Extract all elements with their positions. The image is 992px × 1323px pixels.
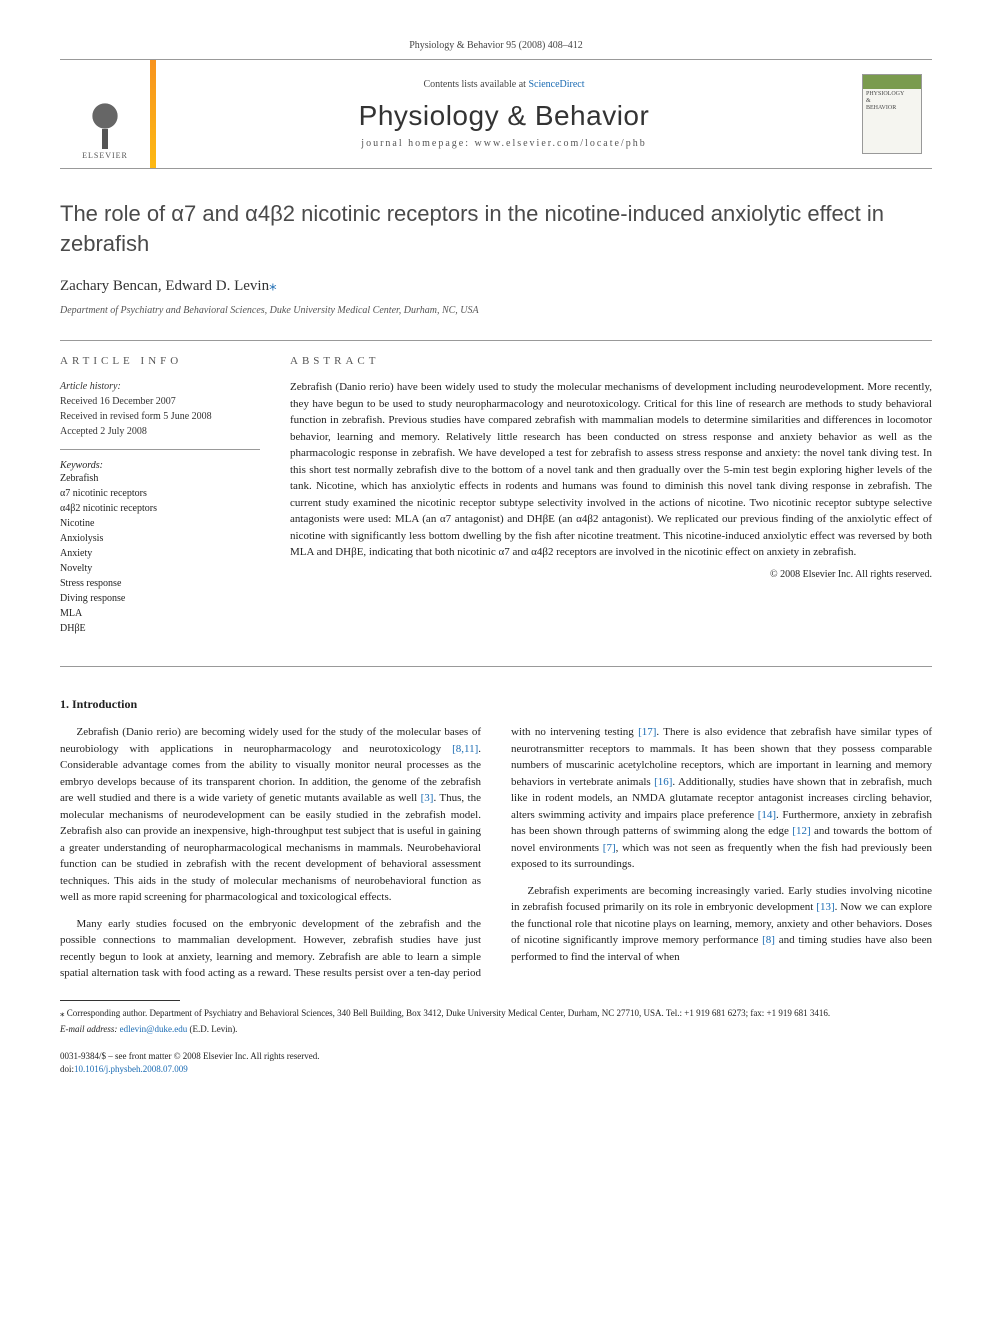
history-label: Article history:: [60, 381, 121, 392]
elsevier-tree-icon: [80, 94, 130, 149]
cover-line2: &: [866, 98, 871, 104]
contents-line: Contents lists available at ScienceDirec…: [176, 79, 832, 90]
article-title: The role of α7 and α4β2 nicotinic recept…: [60, 199, 932, 258]
doi-link[interactable]: 10.1016/j.physbeh.2008.07.009: [74, 1064, 188, 1074]
keyword: Anxiety: [60, 548, 92, 559]
article-info-column: ARTICLE INFO Article history: Received 1…: [60, 355, 260, 636]
citation-link[interactable]: [8]: [762, 934, 775, 946]
email-footnote: E-mail address: edlevin@duke.edu (E.D. L…: [60, 1023, 932, 1036]
received-date: Received 16 December 2007: [60, 396, 176, 407]
citation-link[interactable]: [3]: [421, 792, 434, 804]
email-link[interactable]: edlevin@duke.edu: [120, 1024, 188, 1034]
introduction-heading: 1. Introduction: [60, 697, 932, 712]
section-divider: [60, 340, 932, 341]
text: . Thus, the molecular mechanisms of neur…: [60, 792, 481, 903]
keyword: α7 nicotinic receptors: [60, 488, 147, 499]
keyword: α4β2 nicotinic receptors: [60, 503, 157, 514]
abstract-column: ABSTRACT Zebrafish (Danio rerio) have be…: [290, 355, 932, 636]
revised-date: Received in revised form 5 June 2008: [60, 411, 212, 422]
contents-prefix: Contents lists available at: [423, 79, 528, 90]
keyword: Stress response: [60, 578, 121, 589]
keywords-block: Keywords: Zebrafish α7 nicotinic recepto…: [60, 460, 260, 636]
citation-link[interactable]: [8,11]: [452, 743, 478, 755]
corresponding-author-mark[interactable]: ⁎: [269, 278, 277, 294]
keywords-label: Keywords:: [60, 460, 260, 471]
cover-title-text: PHYSIOLOGY & BEHAVIOR: [866, 91, 904, 112]
accepted-date: Accepted 2 July 2008: [60, 426, 147, 437]
citation-link[interactable]: [13]: [816, 901, 834, 913]
doi-line: doi:10.1016/j.physbeh.2008.07.009: [60, 1063, 932, 1076]
corresponding-author-footnote: ⁎ Corresponding author. Department of Ps…: [60, 1007, 932, 1020]
section-divider: [60, 666, 932, 667]
doi-prefix: doi:: [60, 1064, 74, 1074]
authors-names: Zachary Bencan, Edward D. Levin: [60, 278, 269, 294]
keyword: MLA: [60, 608, 82, 619]
authors-line: Zachary Bencan, Edward D. Levin⁎: [60, 276, 932, 295]
footnote-rule: [60, 1000, 180, 1001]
body-two-column: Zebrafish (Danio rerio) are becoming wid…: [60, 724, 932, 982]
text: Zebrafish (Danio rerio) are becoming wid…: [60, 726, 481, 755]
keyword: Anxiolysis: [60, 533, 103, 544]
keyword: Diving response: [60, 593, 125, 604]
affiliation: Department of Psychiatry and Behavioral …: [60, 305, 932, 316]
abstract-copyright: © 2008 Elsevier Inc. All rights reserved…: [290, 569, 932, 580]
article-history-block: Article history: Received 16 December 20…: [60, 379, 260, 450]
cover-line1: PHYSIOLOGY: [866, 91, 904, 97]
journal-cover-thumbnail: PHYSIOLOGY & BEHAVIOR: [862, 74, 922, 154]
journal-homepage: journal homepage: www.elsevier.com/locat…: [176, 138, 832, 149]
citation-link[interactable]: [12]: [792, 825, 810, 837]
keyword: Novelty: [60, 563, 92, 574]
citation-link[interactable]: [7]: [603, 842, 616, 854]
keyword: Zebrafish: [60, 473, 98, 484]
keyword: Nicotine: [60, 518, 94, 529]
banner-center: Contents lists available at ScienceDirec…: [156, 60, 852, 168]
running-header: Physiology & Behavior 95 (2008) 408–412: [60, 40, 932, 51]
bottom-copyright-block: 0031-9384/$ – see front matter © 2008 El…: [60, 1050, 932, 1075]
abstract-text: Zebrafish (Danio rerio) have been widely…: [290, 379, 932, 561]
email-suffix: (E.D. Levin).: [187, 1024, 237, 1034]
info-abstract-row: ARTICLE INFO Article history: Received 1…: [60, 355, 932, 636]
cover-green-bar: [863, 75, 921, 89]
journal-banner: ELSEVIER Contents lists available at Sci…: [60, 59, 932, 169]
sciencedirect-link[interactable]: ScienceDirect: [528, 79, 584, 90]
keywords-list: Zebrafish α7 nicotinic receptors α4β2 ni…: [60, 471, 260, 636]
article-info-heading: ARTICLE INFO: [60, 355, 260, 367]
abstract-heading: ABSTRACT: [290, 355, 932, 367]
elsevier-text: ELSEVIER: [82, 151, 128, 160]
citation-link[interactable]: [17]: [638, 726, 656, 738]
citation-link[interactable]: [14]: [758, 809, 776, 821]
keyword: DHβE: [60, 623, 86, 634]
citation-link[interactable]: [16]: [654, 776, 672, 788]
publisher-logo-box: ELSEVIER: [60, 60, 150, 168]
email-label: E-mail address:: [60, 1024, 120, 1034]
journal-title: Physiology & Behavior: [176, 100, 832, 132]
cover-line3: BEHAVIOR: [866, 105, 896, 111]
intro-paragraph: Zebrafish experiments are becoming incre…: [511, 883, 932, 966]
intro-paragraph: Zebrafish (Danio rerio) are becoming wid…: [60, 724, 481, 906]
elsevier-logo: ELSEVIER: [70, 70, 140, 160]
issn-copyright: 0031-9384/$ – see front matter © 2008 El…: [60, 1050, 932, 1063]
cover-thumbnail-box: PHYSIOLOGY & BEHAVIOR: [852, 60, 932, 168]
